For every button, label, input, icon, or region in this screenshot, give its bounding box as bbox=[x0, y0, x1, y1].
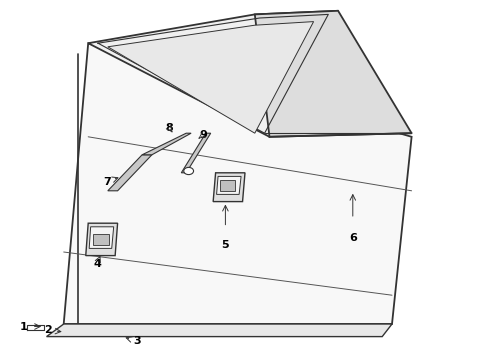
Circle shape bbox=[184, 167, 194, 175]
Polygon shape bbox=[255, 11, 412, 137]
Text: 6: 6 bbox=[349, 233, 357, 243]
Text: 3: 3 bbox=[133, 336, 141, 346]
Polygon shape bbox=[213, 173, 245, 202]
Polygon shape bbox=[217, 176, 241, 194]
Text: 2: 2 bbox=[44, 325, 52, 336]
Polygon shape bbox=[181, 133, 211, 173]
Polygon shape bbox=[47, 324, 392, 337]
Text: 4: 4 bbox=[93, 258, 101, 269]
Polygon shape bbox=[142, 133, 191, 155]
Text: 7: 7 bbox=[103, 177, 111, 187]
Polygon shape bbox=[88, 11, 338, 137]
Text: 5: 5 bbox=[221, 240, 229, 250]
Polygon shape bbox=[220, 180, 235, 191]
Text: 8: 8 bbox=[165, 123, 173, 133]
Text: 1: 1 bbox=[20, 321, 27, 332]
Polygon shape bbox=[64, 43, 412, 324]
Polygon shape bbox=[89, 227, 114, 248]
Text: 9: 9 bbox=[199, 130, 207, 140]
Polygon shape bbox=[108, 22, 314, 133]
Polygon shape bbox=[93, 234, 109, 245]
Polygon shape bbox=[86, 223, 118, 256]
Polygon shape bbox=[108, 155, 152, 191]
